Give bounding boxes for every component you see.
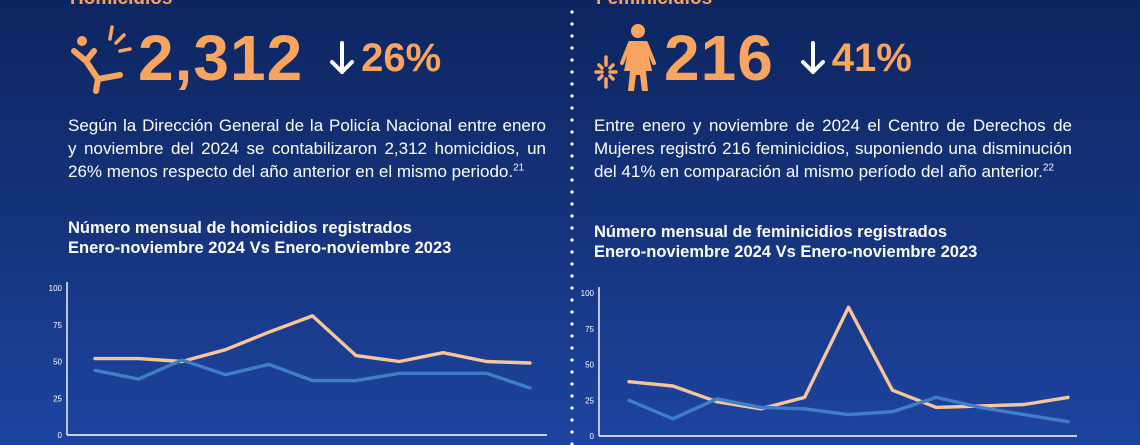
- homicidios-change-value: 26%: [361, 36, 442, 80]
- arrow-down-icon: [330, 41, 355, 74]
- feminicidios-chart-title-line1: Número mensual de feminicidios registrad…: [594, 223, 948, 241]
- homicidios-total: 2,312: [138, 22, 304, 94]
- homicidios-footnote: 21: [513, 162, 525, 174]
- homicidios-chart-title: Número mensual de homicidios registrados…: [68, 218, 451, 258]
- homicidios-line-chart: 0 25 50 75 100: [49, 282, 547, 440]
- feminicidios-paragraph-text: Entre enero y noviembre de 2024 el Centr…: [594, 116, 1072, 181]
- feminicidios-line-chart: 0 25 50 75 100: [581, 287, 1077, 441]
- feminicidios-y-tick-label: 25: [585, 396, 594, 405]
- feminicidios-change: 41%: [800, 38, 912, 78]
- feminicidios-series-2024-line: [627, 395, 1070, 424]
- homicidios-chart-title-line2: Enero-noviembre 2024 Vs Enero-noviembre …: [68, 239, 452, 257]
- homicidios-y-tick-label: 25: [53, 394, 62, 403]
- woman-icon: [594, 24, 656, 91]
- homicidios-y-tick-label: 100: [49, 284, 63, 293]
- homicidios-series-2024-line: [93, 358, 532, 390]
- arrow-down-icon: [800, 41, 825, 74]
- homicidios-section-title: Homicidios: [70, 0, 172, 10]
- feminicidios-y-tick-label: 50: [585, 361, 594, 370]
- feminicidios-y-tick-label: 0: [590, 432, 595, 441]
- feminicidios-y-tick-label: 100: [581, 289, 595, 298]
- homicidios-hero: 2,312 26%: [68, 18, 441, 98]
- homicidios-series-2023-line: [93, 314, 532, 365]
- feminicidios-chart-title: Número mensual de feminicidios registrad…: [594, 222, 977, 262]
- falling-person-icon: [71, 25, 132, 94]
- feminicidios-chart-title-line2: Enero-noviembre 2024 Vs Enero-noviembre …: [594, 243, 978, 261]
- feminicidios-series-2023-line: [627, 305, 1070, 411]
- column-divider: [570, 6, 574, 445]
- feminicidios-section-title: Feminicidios: [596, 0, 712, 10]
- homicidios-y-tick-label: 50: [53, 358, 62, 367]
- homicidios-change: 26%: [329, 38, 441, 78]
- homicidios-y-tick-label: 0: [58, 431, 63, 440]
- feminicidios-y-tick-label: 75: [585, 325, 594, 334]
- feminicidios-footnote: 22: [1042, 162, 1054, 174]
- feminicidios-total: 216: [664, 22, 774, 94]
- homicidios-paragraph-text: Según la Dirección General de la Policía…: [68, 116, 546, 181]
- feminicidios-paragraph: Entre enero y noviembre de 2024 el Centr…: [594, 114, 1072, 183]
- feminicidios-hero: 216 41%: [594, 18, 912, 98]
- homicidios-chart-title-line1: Número mensual de homicidios registrados: [68, 219, 412, 237]
- feminicidios-change-value: 41%: [831, 36, 912, 80]
- homicidios-y-tick-label: 75: [53, 321, 62, 330]
- homicidios-paragraph: Según la Dirección General de la Policía…: [68, 114, 546, 183]
